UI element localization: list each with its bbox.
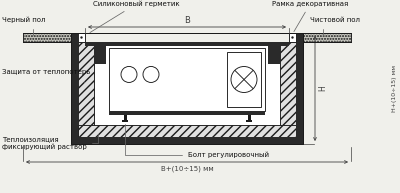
Bar [71, 33, 78, 144]
Text: Рамка декоративная: Рамка декоративная [272, 1, 348, 32]
Bar [78, 33, 85, 42]
Bar [289, 33, 296, 42]
Bar [303, 33, 351, 42]
Text: Чистовой пол: Чистовой пол [310, 17, 360, 35]
Text: Черный пол: Черный пол [2, 17, 46, 35]
Bar [246, 120, 252, 122]
Bar [280, 42, 296, 137]
Text: В+(10÷15) мм: В+(10÷15) мм [161, 165, 213, 172]
Bar [109, 48, 265, 111]
Bar [78, 42, 296, 137]
Bar [78, 42, 94, 137]
Bar [122, 120, 128, 122]
Text: Болт регулировочный: Болт регулировочный [125, 124, 269, 158]
Bar [296, 33, 303, 144]
Bar [248, 115, 250, 120]
Bar [23, 33, 71, 42]
Bar [94, 42, 106, 64]
Text: Защита от теплопотерь: Защита от теплопотерь [2, 69, 90, 82]
Bar [71, 33, 303, 144]
Text: Н+(10÷15) мм: Н+(10÷15) мм [392, 65, 397, 112]
Text: В: В [184, 16, 190, 25]
Bar [227, 52, 261, 107]
Text: Н: Н [318, 86, 327, 91]
Circle shape [291, 36, 294, 39]
Bar [124, 115, 126, 120]
Text: Теплоизоляция
фиксирующий раствор: Теплоизоляция фиксирующий раствор [2, 134, 98, 150]
Bar [109, 111, 265, 115]
Bar [268, 42, 280, 64]
Bar [71, 137, 303, 144]
Bar [71, 33, 303, 144]
Circle shape [80, 36, 83, 39]
Bar [85, 42, 289, 46]
Bar [78, 125, 296, 137]
Text: Силиконовый герметик: Силиконовый герметик [90, 1, 180, 33]
